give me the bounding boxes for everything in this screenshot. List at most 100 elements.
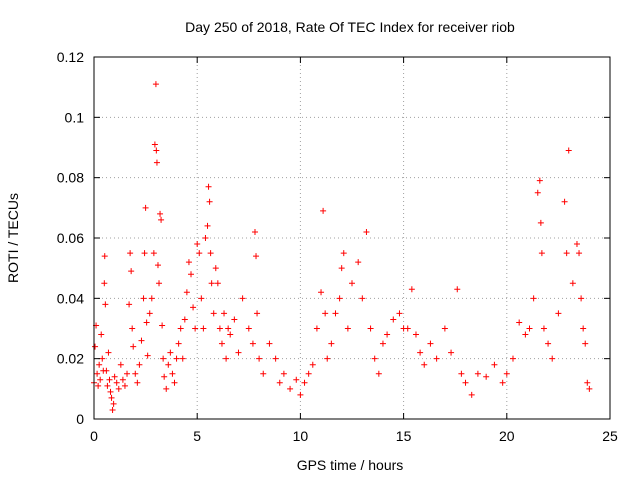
- data-point: [249, 340, 256, 347]
- data-point: [239, 295, 246, 302]
- data-point: [404, 325, 411, 332]
- data-point: [231, 316, 238, 323]
- data-point: [491, 361, 498, 368]
- data-point: [138, 337, 145, 344]
- data-point: [210, 310, 217, 317]
- data-point: [582, 340, 589, 347]
- data-point: [280, 370, 287, 377]
- data-point: [177, 325, 184, 332]
- data-point: [454, 286, 461, 293]
- data-point: [355, 259, 362, 266]
- data-point: [202, 235, 209, 241]
- data-point: [163, 385, 170, 392]
- data-point: [218, 340, 225, 347]
- data-point: [98, 331, 105, 338]
- data-point: [408, 286, 415, 293]
- data-point: [150, 250, 157, 257]
- data-point: [421, 361, 428, 368]
- data-point: [214, 280, 221, 287]
- data-point: [260, 370, 267, 377]
- data-point: [390, 316, 397, 323]
- data-point: [396, 310, 403, 317]
- data-point: [499, 379, 506, 386]
- plot-frame: [93, 56, 611, 420]
- data-point: [152, 81, 159, 88]
- data-point: [586, 385, 593, 392]
- data-point: [94, 370, 101, 377]
- data-point: [537, 219, 544, 226]
- data-point: [130, 343, 137, 350]
- data-point: [293, 376, 300, 383]
- data-point: [175, 340, 182, 347]
- data-point: [101, 280, 108, 287]
- data-point: [109, 406, 116, 413]
- data-point: [144, 352, 151, 359]
- x-tick-label: 10: [293, 428, 309, 444]
- data-point: [143, 319, 150, 326]
- data-point: [309, 361, 316, 368]
- data-point: [101, 253, 108, 260]
- data-point: [117, 361, 124, 368]
- data-point: [105, 349, 112, 356]
- data-point: [108, 394, 115, 401]
- data-point: [359, 295, 366, 302]
- y-tick-label: 0.12: [57, 49, 84, 65]
- data-point: [375, 370, 382, 377]
- data-point: [223, 355, 230, 362]
- data-point: [569, 280, 576, 287]
- data-point: [113, 379, 120, 386]
- data-point: [427, 340, 434, 347]
- data-point: [245, 325, 252, 332]
- data-point: [313, 325, 320, 332]
- data-point: [448, 349, 455, 356]
- data-point: [503, 370, 510, 377]
- data-point: [196, 250, 203, 257]
- data-point: [151, 141, 158, 148]
- data-point: [99, 355, 106, 362]
- data-point: [576, 250, 583, 257]
- data-point: [338, 265, 345, 272]
- data-point: [297, 391, 304, 398]
- x-tick-label: 5: [193, 428, 201, 444]
- y-tick-label: 0.02: [57, 351, 84, 367]
- data-point: [235, 349, 242, 356]
- data-point: [474, 370, 481, 377]
- data-point: [580, 325, 587, 332]
- data-point: [412, 331, 419, 338]
- x-tick-label: 0: [90, 428, 98, 444]
- grid-lines: [94, 57, 610, 419]
- x-axis-label: GPS time / hours: [297, 457, 404, 473]
- data-point: [530, 295, 537, 302]
- data-point: [102, 301, 109, 308]
- data-point: [417, 349, 424, 356]
- data-point: [371, 355, 378, 362]
- data-point: [124, 370, 131, 377]
- x-tick-label: 15: [396, 428, 412, 444]
- data-point: [324, 355, 331, 362]
- data-point: [318, 289, 325, 296]
- data-point: [128, 268, 135, 275]
- data-point: [328, 340, 335, 347]
- y-tick-label: 0: [76, 411, 84, 427]
- data-point: [165, 361, 172, 368]
- data-point: [104, 382, 111, 389]
- data-point: [132, 370, 139, 377]
- data-point: [565, 147, 572, 154]
- data-point: [538, 250, 545, 257]
- data-point: [332, 310, 339, 317]
- data-point: [555, 310, 562, 317]
- data-points: [91, 81, 593, 413]
- chart-title: Day 250 of 2018, Rate Of TEC Index for r…: [185, 19, 515, 35]
- x-tick-label: 20: [499, 428, 515, 444]
- data-point: [97, 376, 104, 383]
- data-point: [192, 325, 199, 332]
- data-point: [509, 355, 516, 362]
- data-point: [320, 207, 327, 214]
- data-point: [221, 310, 228, 317]
- data-point: [159, 322, 166, 329]
- data-point: [110, 400, 117, 407]
- data-point: [204, 222, 211, 229]
- data-point: [140, 295, 147, 302]
- data-point: [458, 370, 465, 377]
- data-point: [227, 331, 234, 338]
